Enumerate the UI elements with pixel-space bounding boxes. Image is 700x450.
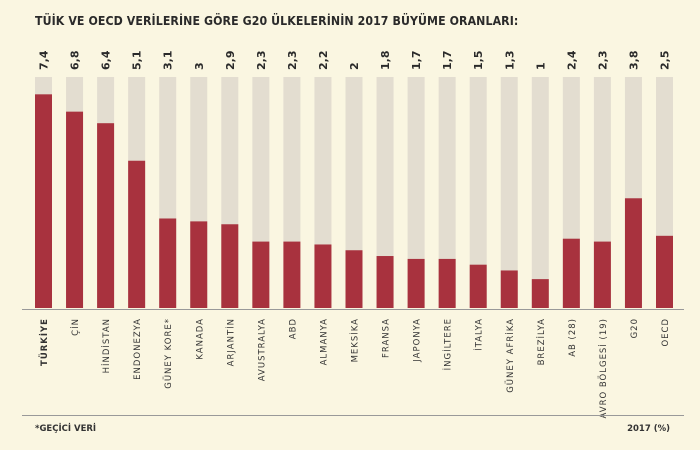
- bar-track: [500, 77, 518, 308]
- value-label: 2: [348, 62, 361, 70]
- bar: [407, 258, 425, 308]
- category-label: G20: [630, 318, 640, 338]
- bar: [283, 241, 301, 308]
- value-label: 3,1: [162, 51, 175, 71]
- category-label: ARJANTİN: [225, 318, 236, 366]
- category-label: GÜNEY AFRİKA: [505, 318, 516, 393]
- value-label: 1: [534, 62, 547, 70]
- bar-track: [407, 77, 425, 308]
- value-label: 2,3: [286, 51, 299, 71]
- category-label: GÜNEY KORE*: [163, 318, 174, 389]
- bar: [376, 256, 394, 308]
- value-label: 3,8: [627, 51, 640, 71]
- category-label: TÜRKİYE: [39, 318, 50, 366]
- bar-track: [531, 77, 549, 308]
- unit-label: 2017 (%): [627, 424, 670, 434]
- bar: [562, 238, 580, 308]
- bar: [531, 279, 549, 308]
- category-label: MEKSİKA: [350, 318, 361, 362]
- category-label: AVRO BÖLGESİ (19): [598, 318, 609, 419]
- category-label: OECD: [661, 318, 671, 347]
- bar: [656, 235, 673, 308]
- category-label: KANADA: [195, 318, 205, 360]
- value-label: 2,9: [224, 51, 237, 71]
- bar: [314, 244, 332, 308]
- value-label: 7,4: [38, 50, 51, 70]
- baseline: [22, 309, 684, 310]
- category-label: ENDONEZYA: [133, 318, 143, 380]
- bar: [469, 264, 487, 308]
- footer-divider: [22, 415, 684, 416]
- value-label: 1,7: [410, 51, 423, 71]
- value-label: 2,4: [565, 50, 578, 70]
- bar: [624, 198, 642, 308]
- category-label: ÇİN: [70, 318, 81, 336]
- bar: [345, 250, 363, 308]
- value-label: 2,3: [596, 51, 609, 71]
- category-label: FRANSA: [382, 318, 392, 358]
- value-label: 6,4: [100, 50, 113, 70]
- category-label: İTALYA: [474, 318, 485, 351]
- value-label: 3: [193, 62, 206, 70]
- category-label: JAPONYA: [413, 318, 423, 363]
- category-label: HİNDİSTAN: [101, 318, 112, 373]
- category-label: ABD: [288, 318, 298, 339]
- bar: [438, 258, 456, 308]
- bar: [221, 224, 239, 308]
- value-label: 1,8: [379, 51, 392, 71]
- value-label: 2,2: [317, 51, 330, 71]
- bar: [500, 270, 518, 308]
- bar-track: [376, 77, 394, 308]
- value-label: 1,7: [441, 51, 454, 71]
- chart-title: TÜİK VE OECD VERİLERİNE GÖRE G20 ÜLKELER…: [35, 13, 519, 28]
- bar: [159, 218, 177, 308]
- bar: [35, 94, 52, 308]
- category-label: AVUSTRALYA: [257, 318, 267, 381]
- footnote: *GEÇİCİ VERİ: [35, 424, 97, 434]
- category-label: AB (28): [568, 318, 578, 357]
- value-label: 1,3: [503, 51, 516, 71]
- bar: [252, 241, 270, 308]
- value-label: 2,3: [255, 51, 268, 71]
- bar: [66, 111, 84, 309]
- category-label: ALMANYA: [319, 318, 329, 365]
- value-label: 6,8: [69, 51, 82, 71]
- category-label: BREZİLYA: [536, 318, 547, 365]
- value-label: 2,5: [659, 51, 672, 71]
- category-label: İNGİLTERE: [443, 318, 454, 370]
- bar: [97, 123, 115, 308]
- bar: [190, 221, 208, 308]
- value-label: 1,5: [472, 51, 485, 71]
- bar-track: [438, 77, 456, 308]
- bar: [593, 241, 611, 308]
- bar: [128, 160, 146, 308]
- value-label: 5,1: [131, 51, 144, 71]
- bar-track: [469, 77, 487, 308]
